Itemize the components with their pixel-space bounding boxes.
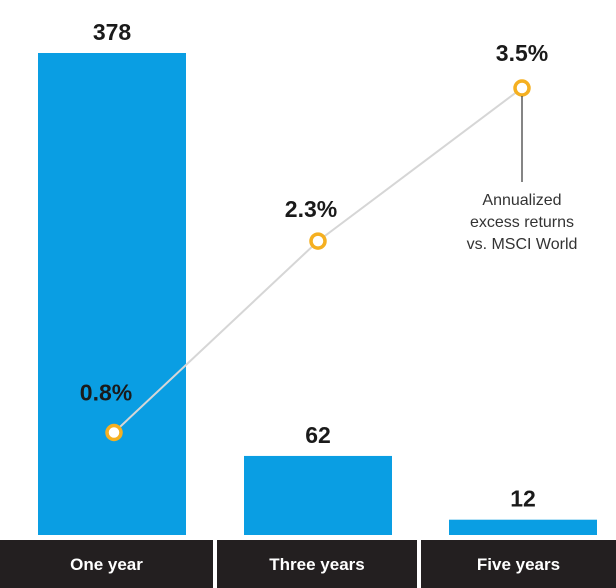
annotation-text-line: excess returns [470,214,574,231]
bar-three-years [244,455,392,535]
line-point-marker [513,79,531,97]
category-label: Five years [477,555,560,574]
category-cell [421,540,616,588]
annotation-text-line: vs. MSCI World [467,236,578,253]
category-label: Three years [269,555,364,574]
bar-value-label: 378 [93,19,132,45]
category-band-layer: One year Three years Five years [0,540,616,588]
line-value-label: 2.3% [285,196,337,222]
category-label: One year [70,555,143,574]
line-value-label: 0.8% [80,380,132,406]
line-point-marker [105,423,123,442]
line-point-marker [309,232,327,250]
bars-layer: 378 62 12 [38,19,597,535]
bar-one-year [38,53,186,535]
annotation-layer: Annualized excess returns vs. MSCI World [467,96,578,253]
category-cell [217,540,417,588]
line-layer: 0.8% 2.3% 3.5% [80,40,548,442]
bar-five-years [449,519,597,535]
category-cell [0,540,213,588]
line-value-label: 3.5% [496,40,548,66]
bar-value-label: 62 [305,422,331,448]
bar-value-label: 12 [510,486,536,512]
annotation-text-line: Annualized [482,192,561,209]
